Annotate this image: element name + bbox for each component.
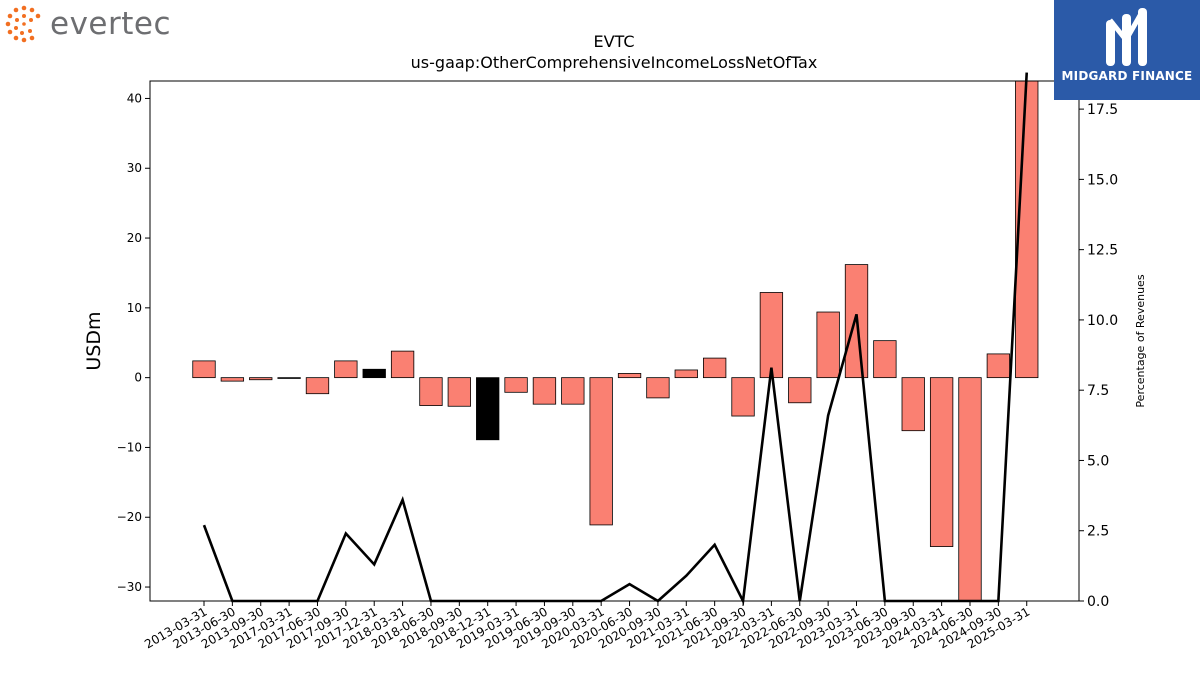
bar-3 xyxy=(277,377,301,379)
bar-24 xyxy=(873,340,897,379)
line-layer xyxy=(202,72,1029,606)
x-ticks: 2013-03-312013-06-302013-09-302017-03-31… xyxy=(142,601,1032,651)
y2-tick-label-6: 15.0 xyxy=(1087,172,1118,188)
evertec-wordmark: evertec xyxy=(50,6,172,42)
bar-14 xyxy=(589,377,613,526)
midgard-mark-icon xyxy=(1106,8,1147,66)
y-tick-label-4: 10 xyxy=(127,301,142,315)
bar-27 xyxy=(958,377,982,602)
bars-layer xyxy=(192,80,1039,602)
y2-tick-label-4: 10.0 xyxy=(1087,313,1118,329)
bar-22 xyxy=(816,311,840,379)
bar-11 xyxy=(504,377,528,393)
y-tick-label-3: 0 xyxy=(134,371,142,385)
y2-tick-label-7: 17.5 xyxy=(1087,102,1118,118)
bar-4 xyxy=(305,377,330,395)
bar-7 xyxy=(390,350,415,379)
bar-6 xyxy=(362,368,386,379)
y2-ticks: 0.0 2.5 5.0 7.5 10.0 12.5 15.0 17.5 xyxy=(1079,102,1118,610)
bar-26 xyxy=(929,377,954,547)
bar-13 xyxy=(561,377,585,405)
midgard-finance-logo: MIDGARD FINANCE xyxy=(1054,0,1200,100)
y-ticks: −30 −20 −10 0 10 20 30 40 xyxy=(117,91,150,594)
y2-tick-label-0: 0.0 xyxy=(1087,594,1109,610)
plot-frame xyxy=(149,80,1080,602)
bar-12 xyxy=(532,377,557,405)
y2-tick-label-3: 7.5 xyxy=(1087,383,1109,399)
bar-20 xyxy=(759,292,784,379)
y-tick-label-2: −10 xyxy=(117,440,142,454)
y-tick-label-5: 20 xyxy=(127,231,142,245)
bar-21 xyxy=(788,377,812,404)
bar-0 xyxy=(192,360,216,379)
bar-8 xyxy=(419,377,443,406)
bar-19 xyxy=(731,377,755,417)
y-tick-label-0: −30 xyxy=(117,580,142,594)
bar-1 xyxy=(220,377,245,382)
y2-tick-label-1: 2.5 xyxy=(1087,524,1109,540)
bar-10 xyxy=(476,377,500,441)
evertec-logo: evertec xyxy=(4,4,171,44)
bar-17 xyxy=(674,369,698,379)
y2-tick-label-2: 5.0 xyxy=(1087,453,1109,469)
y2-tick-label-5: 12.5 xyxy=(1087,243,1118,259)
y-axis-label: USDm xyxy=(83,311,105,370)
y-tick-label-6: 30 xyxy=(127,161,142,175)
bar-5 xyxy=(334,360,358,379)
y2-axis-label: Percentage of Revenues xyxy=(1134,274,1147,407)
bar-25 xyxy=(901,377,925,432)
bar-15 xyxy=(617,373,642,379)
revenue-pct-line xyxy=(202,72,1029,606)
y-tick-label-7: 40 xyxy=(127,91,142,105)
midgard-wordmark: MIDGARD FINANCE xyxy=(1061,69,1193,83)
bar-2 xyxy=(249,377,273,381)
bar-9 xyxy=(447,377,471,407)
bar-16 xyxy=(646,377,670,399)
chart-subtitle: us-gaap:OtherComprehensiveIncomeLossNetO… xyxy=(411,53,818,72)
evertec-dots-icon xyxy=(5,5,41,43)
y-tick-label-1: −20 xyxy=(117,510,142,524)
chart-title: EVTC xyxy=(593,32,634,51)
bar-28 xyxy=(986,353,1011,379)
bar-18 xyxy=(703,357,727,379)
